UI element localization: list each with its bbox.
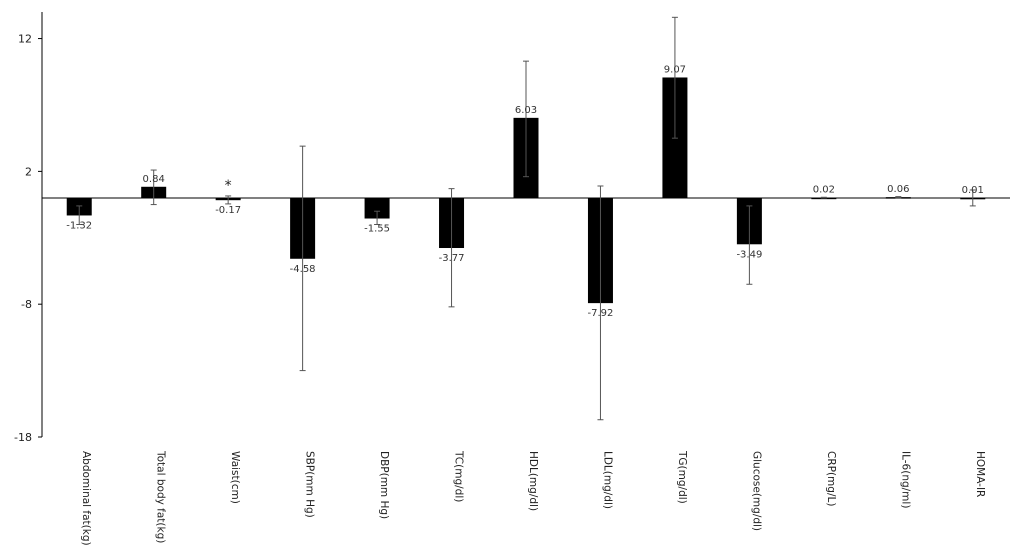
x-tick-label: SBP(mm Hg) xyxy=(304,451,316,518)
significance-marker: * xyxy=(225,178,232,194)
axes: 12 2 -8 -18 xyxy=(14,12,1010,444)
x-tick-label: IL-6(ng/ml) xyxy=(899,451,911,508)
data-label: 0.02 xyxy=(813,185,835,196)
bar xyxy=(364,197,390,219)
y-tick-label: 2 xyxy=(25,165,32,178)
data-label: -7.92 xyxy=(588,308,614,319)
x-tick-label: CRP(mg/L) xyxy=(825,451,837,506)
data-label: -3.49 xyxy=(736,249,762,260)
x-tick-label: TC(mg/dl) xyxy=(453,450,465,502)
x-tick-label: HOMA-IR xyxy=(974,451,986,497)
data-label: 0.06 xyxy=(887,184,909,195)
data-label: 0.01 xyxy=(962,185,984,196)
data-label: -0.17 xyxy=(215,205,241,216)
y-tick-label: -18 xyxy=(14,431,32,444)
y-tick-label: -8 xyxy=(21,298,32,311)
bars xyxy=(66,16,986,421)
x-tick-label: Glucose(mg/dl) xyxy=(750,451,762,531)
x-tick-label: Total body fat(kg) xyxy=(155,450,167,543)
data-label: -1.32 xyxy=(66,220,92,231)
data-label: -1.55 xyxy=(364,224,390,235)
data-label: -3.77 xyxy=(439,253,465,264)
x-tick-label: HDL(mg/dl) xyxy=(527,451,539,511)
data-label: 9.07 xyxy=(664,64,686,75)
x-tick-label: Abdominal fat(kg) xyxy=(80,451,92,546)
data-label: -4.58 xyxy=(290,264,316,275)
y-tick-label: 12 xyxy=(18,33,32,46)
x-tick-label: Waist(cm) xyxy=(229,451,241,504)
data-label: 6.03 xyxy=(515,105,537,116)
labels: -1.32 Abdominal fat(kg) 0.84 Total body fat… xyxy=(66,64,985,545)
x-tick-label: TG(mg/dl) xyxy=(676,450,688,504)
data-label: 0.84 xyxy=(143,174,165,185)
x-tick-label: LDL(mg/dl) xyxy=(601,451,613,509)
x-tick-label: DBP(mm Hg) xyxy=(378,451,390,519)
